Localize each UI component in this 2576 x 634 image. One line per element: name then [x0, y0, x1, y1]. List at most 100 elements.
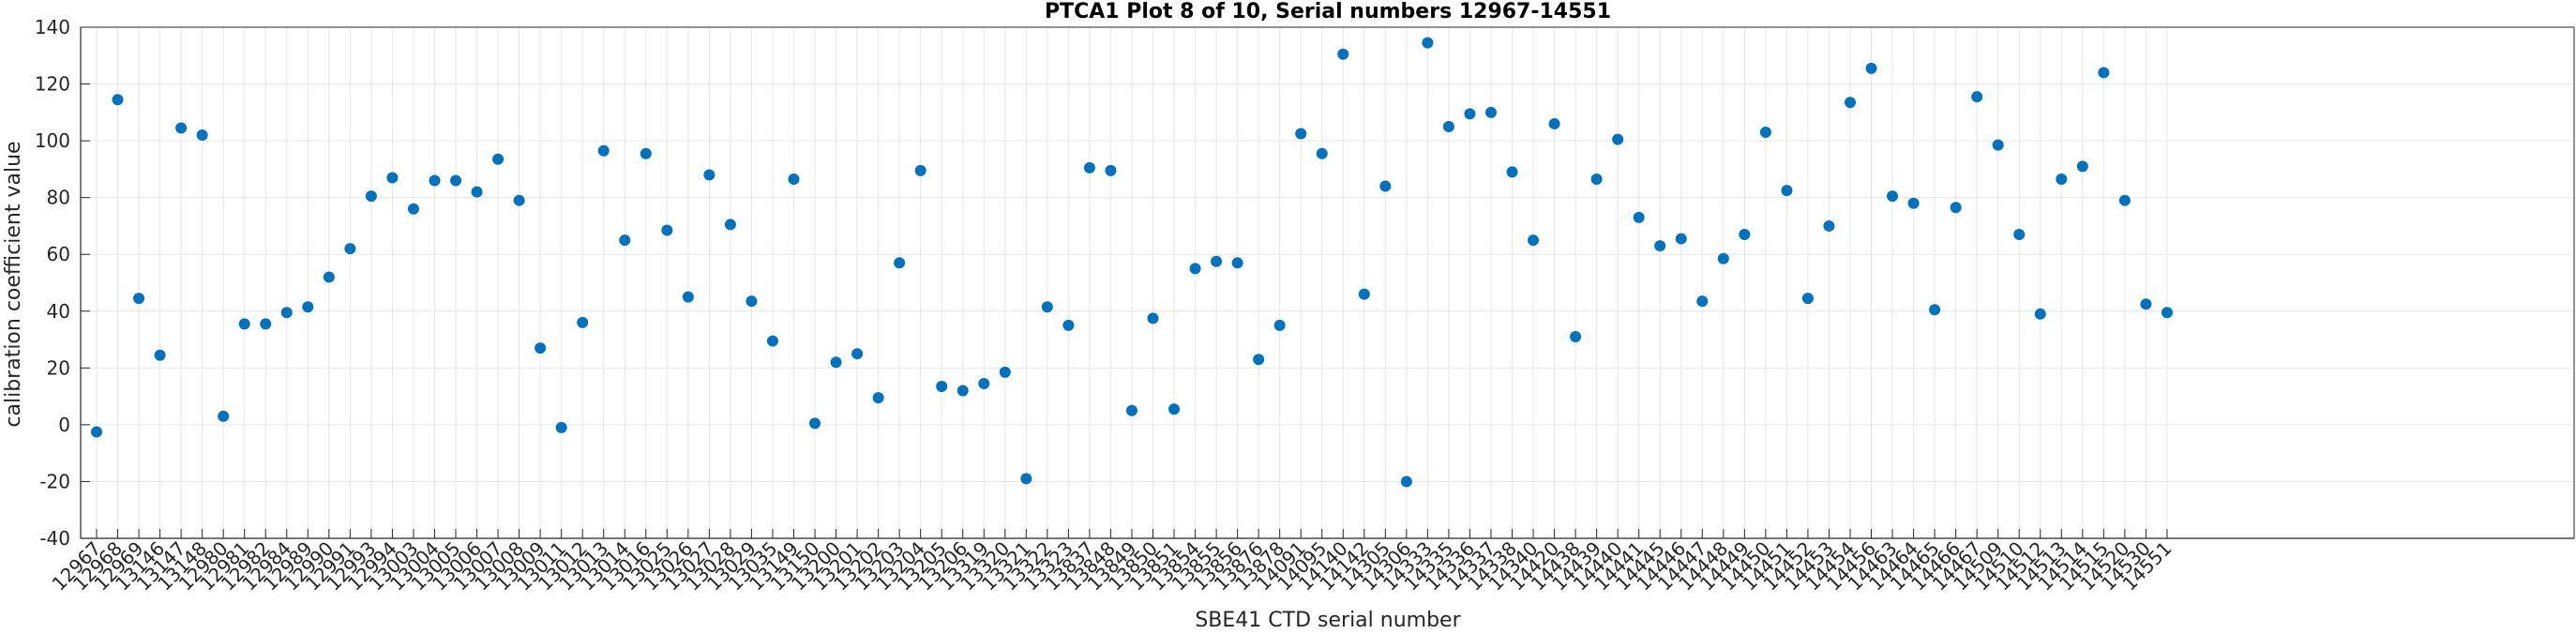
data-point	[471, 186, 483, 198]
data-point	[1654, 240, 1666, 252]
y-tick-label: 60	[47, 243, 70, 265]
data-point	[1189, 263, 1201, 275]
data-point	[133, 293, 145, 305]
data-point	[175, 122, 188, 134]
data-point	[302, 301, 314, 313]
data-point	[2056, 173, 2068, 185]
y-tick-label: 20	[47, 356, 70, 379]
data-point	[2013, 229, 2026, 241]
data-point	[1358, 288, 1370, 300]
data-point	[1506, 166, 1518, 178]
data-point	[640, 147, 652, 159]
data-point	[1590, 173, 1603, 185]
data-point	[788, 173, 800, 185]
data-point	[1570, 331, 1582, 343]
data-point	[830, 356, 842, 369]
data-point	[914, 164, 926, 176]
data-point	[1316, 147, 1328, 159]
data-point	[936, 381, 948, 393]
y-tick-label: -20	[39, 470, 70, 492]
data-point	[1083, 161, 1095, 174]
data-point	[1823, 219, 1835, 232]
y-tick-label: 80	[47, 187, 70, 209]
data-point	[1844, 97, 1856, 109]
data-point	[1865, 62, 1877, 74]
data-point	[1548, 117, 1560, 129]
data-point	[1759, 127, 1771, 139]
y-tick-label: 140	[35, 16, 70, 38]
data-point	[597, 144, 610, 157]
data-point	[619, 234, 631, 247]
data-point	[1422, 37, 1434, 49]
data-point	[365, 190, 377, 203]
data-point	[1400, 476, 1412, 488]
data-point	[2140, 298, 2152, 310]
data-point	[450, 174, 462, 187]
data-point	[386, 172, 399, 184]
data-point	[1337, 48, 1349, 60]
data-point	[535, 342, 547, 355]
data-point	[1105, 164, 1117, 176]
data-point	[1273, 319, 1286, 331]
data-point	[957, 385, 969, 397]
data-point	[196, 129, 208, 142]
x-axis-label: SBE41 CTD serial number	[1195, 609, 1461, 632]
data-point	[112, 94, 124, 106]
data-point	[260, 318, 272, 330]
axes-layer	[80, 26, 2575, 539]
data-point	[1211, 255, 1223, 267]
data-point	[1295, 128, 1307, 140]
data-point	[323, 271, 335, 283]
data-point	[91, 426, 102, 438]
data-point	[1950, 202, 1962, 214]
data-point	[1253, 354, 1265, 366]
data-point	[1971, 91, 1983, 103]
data-point	[1696, 295, 1709, 308]
data-point	[872, 392, 884, 404]
data-point	[2161, 307, 2173, 319]
data-point	[766, 335, 778, 347]
data-point	[492, 153, 505, 165]
data-point	[344, 243, 356, 255]
data-point	[809, 417, 821, 430]
data-point	[555, 421, 567, 433]
data-point	[1442, 120, 1454, 132]
data-point	[1675, 233, 1687, 245]
data-point	[894, 257, 906, 269]
data-point	[1231, 257, 1243, 269]
data-point	[1168, 403, 1181, 415]
y-tick-label: 0	[58, 414, 70, 436]
data-point	[513, 194, 525, 206]
data-point	[2098, 67, 2110, 79]
y-tick-label: -40	[39, 527, 70, 550]
data-point	[429, 174, 441, 187]
data-points	[91, 37, 2173, 488]
data-point	[746, 295, 758, 308]
data-point	[577, 316, 589, 328]
data-point	[1464, 108, 1476, 120]
data-point	[1020, 473, 1032, 485]
data-point	[978, 377, 990, 389]
data-point	[238, 318, 250, 330]
data-point	[1125, 404, 1137, 416]
data-point	[1801, 293, 1814, 305]
data-point	[724, 219, 736, 231]
y-tick-label: 40	[47, 300, 70, 323]
data-point	[661, 224, 673, 236]
data-point	[1907, 197, 1920, 209]
data-point	[703, 169, 716, 181]
data-point	[1739, 229, 1751, 241]
data-point	[2118, 194, 2131, 206]
y-axis-label: calibration coefficient value	[2, 141, 25, 427]
data-point	[2076, 160, 2088, 173]
data-point	[1147, 312, 1159, 325]
data-point	[1379, 180, 1392, 192]
data-point	[1929, 304, 1941, 316]
data-point	[1484, 106, 1497, 118]
data-point	[280, 307, 293, 319]
data-point	[999, 366, 1011, 378]
data-point	[1062, 319, 1075, 331]
chart-title: PTCA1 Plot 8 of 10, Serial numbers 12967…	[1045, 0, 1611, 23]
